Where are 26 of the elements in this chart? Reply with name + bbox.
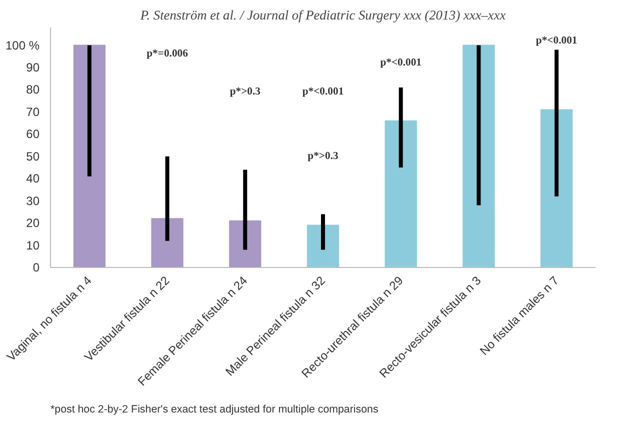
y-tick-label: 20 — [26, 216, 40, 230]
bar — [540, 109, 573, 268]
annotation: p*>0.3 — [230, 86, 260, 98]
y-tick-label: 0 — [32, 260, 40, 274]
y-tick-label: 60 — [26, 127, 40, 142]
y-tick-label: 80 — [26, 82, 40, 97]
bar — [462, 44, 495, 268]
y-tick-label: 90 — [26, 60, 40, 74]
y-tick-label: 70 — [26, 104, 40, 119]
bar — [73, 44, 106, 268]
y-tick-label: 10 — [26, 238, 40, 252]
bar — [151, 218, 184, 268]
bar — [306, 224, 340, 268]
annotation: p*>0.3 — [308, 150, 338, 162]
y-tick-label: 50 — [26, 149, 40, 164]
annotation: p*<0.001 — [302, 86, 344, 98]
text: *post hoc 2-by-2 Fisher's exact test adjusted for multiple comparisons — [50, 404, 378, 416]
y-tick-label: 100 % — [5, 38, 40, 52]
y-tick-label: 30 — [26, 194, 40, 208]
bar — [384, 120, 417, 268]
annotation: p*<0.001 — [536, 35, 578, 46]
y-tick-label: 40 — [26, 172, 40, 186]
chart-title: P. Stenström et al. / Journal of Pediatric Surgery xxx (2013) xxx–xxx — [139, 8, 506, 22]
annotation: p*<0.001 — [380, 58, 422, 69]
annotation: p*=0.006 — [146, 48, 189, 60]
bar — [229, 220, 262, 268]
